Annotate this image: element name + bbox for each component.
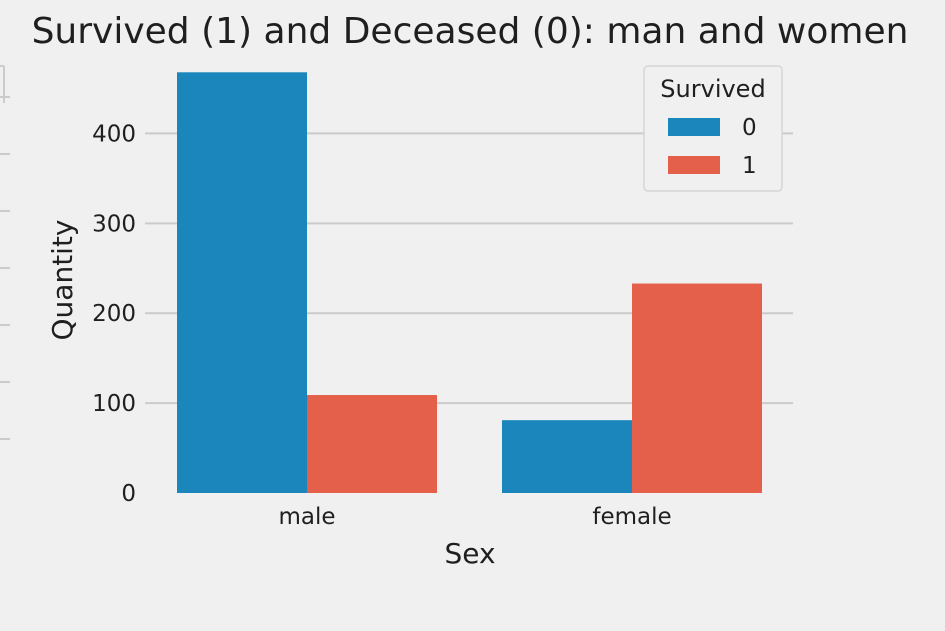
legend-title: Survived — [660, 75, 765, 103]
left-edge-ticks — [0, 65, 10, 440]
y-tick-labels: 0 100 200 300 400 — [92, 121, 136, 507]
x-tick-label: female — [592, 504, 671, 530]
y-tick-label: 300 — [92, 211, 136, 237]
y-tick-label: 100 — [92, 391, 136, 417]
legend: Survived 01 — [643, 65, 783, 192]
y-tick-label: 400 — [92, 121, 136, 147]
legend-label-0: 0 — [742, 115, 757, 141]
x-tick-label: male — [278, 504, 335, 530]
x-axis-label: Sex — [444, 537, 495, 570]
chart-title: Survived (1) and Deceased (0): man and w… — [32, 11, 909, 52]
y-tick-label: 0 — [121, 481, 136, 507]
bars — [177, 72, 762, 493]
y-tick-label: 200 — [92, 301, 136, 327]
bar-male-survived-1 — [307, 395, 437, 493]
y-axis-label: Quantity — [46, 220, 79, 341]
legend-swatch-0 — [668, 118, 720, 136]
legend-entries: 01 — [668, 115, 757, 179]
bar-female-survived-0 — [502, 420, 632, 493]
bar-male-survived-0 — [177, 72, 307, 493]
legend-swatch-1 — [668, 156, 720, 174]
legend-label-1: 1 — [742, 153, 757, 179]
bar-female-survived-1 — [632, 283, 762, 493]
x-tick-labels: male female — [278, 504, 671, 530]
